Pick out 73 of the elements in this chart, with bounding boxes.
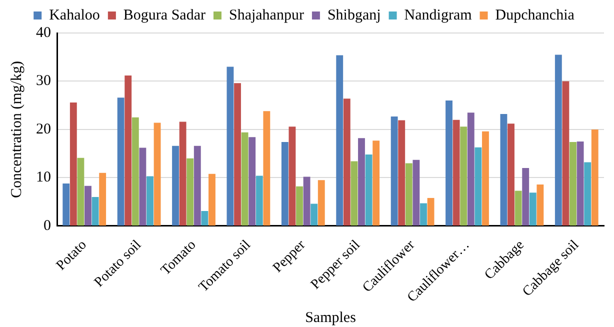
bar [390,116,398,226]
bar [194,146,201,226]
bar [343,98,350,226]
legend-label: Nandigram [404,7,472,24]
bar [132,117,139,226]
bar [281,142,288,226]
bar [467,112,474,226]
bar [420,203,427,226]
bar [241,132,248,226]
bar [179,122,186,226]
y-tick-label: 10 [36,170,51,186]
legend-label: Bogura Sadar [123,7,206,24]
bar [562,81,570,226]
bar [84,186,92,226]
bar [139,148,146,226]
legend-label: Shibganj [327,7,381,24]
bar [296,186,303,226]
bar [500,114,508,226]
bar [446,100,452,226]
bar [365,154,372,226]
bar [234,83,241,226]
bar [226,66,234,226]
bar [514,190,522,226]
bar [62,183,70,226]
bar [70,102,77,226]
bar [508,124,514,226]
bar [201,210,208,226]
bar [350,161,358,226]
bar [358,138,365,226]
y-tick-label: 30 [36,73,51,90]
y-tick-label: 0 [44,218,51,234]
legend-label: Kahaloo [49,7,100,24]
bar [529,192,536,226]
bar [154,122,161,226]
bar [570,142,576,226]
bar [536,184,544,226]
bar [288,126,296,226]
bar [208,174,216,226]
bar [77,158,84,226]
bar [336,55,344,226]
bar [263,111,270,226]
bar [412,160,420,226]
bar [372,140,380,226]
bar [117,98,124,226]
bar [427,198,434,226]
bar [576,142,584,226]
bar [99,172,106,226]
bar [186,158,194,226]
bar [452,120,460,226]
bar [172,146,179,226]
bar [482,131,489,226]
bar [318,180,325,226]
bar [474,147,482,226]
bar [248,137,256,226]
y-tick-label: 40 [36,24,51,41]
bar [310,204,318,226]
bar [405,163,412,226]
bar [584,162,592,226]
y-axis-title: Concentration (mg/kg) [8,60,25,198]
bar [92,196,99,226]
bar [554,54,562,226]
bar [522,168,530,226]
bar [398,120,406,226]
legend-label: Dupchanchia [495,7,575,24]
bar [124,75,132,226]
bar [460,126,468,226]
bar [591,129,598,226]
bar [303,176,310,226]
bar [256,176,263,226]
bar [146,176,154,226]
legend-label: Shajahanpur [228,7,304,24]
x-axis-title: Samples [305,310,356,326]
y-tick-label: 20 [36,121,51,138]
